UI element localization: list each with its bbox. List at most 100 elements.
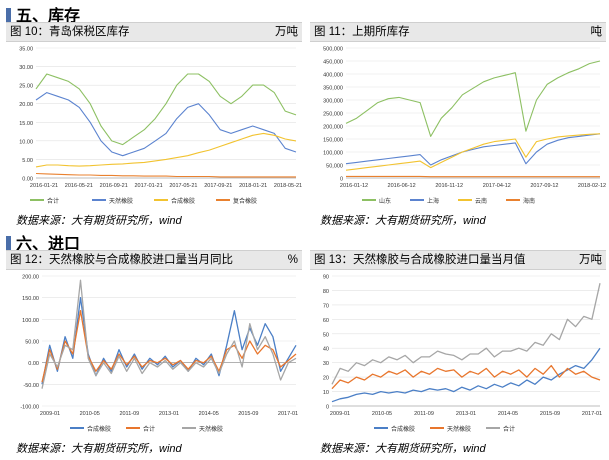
- legend-label: 海南: [523, 197, 535, 205]
- x-tick-label: 2017-05-21: [169, 183, 197, 189]
- y-tick-label: 200,000: [323, 125, 343, 131]
- y-tick-label: -50.00: [23, 383, 39, 389]
- series-line-上海: [345, 133, 601, 166]
- y-tick-label: 450,000: [323, 60, 343, 66]
- section-heading-import: 六、进口: [6, 230, 80, 254]
- series-line-山东: [345, 60, 601, 137]
- x-tick-label: 2017-01: [278, 411, 298, 417]
- y-tick-label: 200.00: [22, 275, 39, 281]
- chart-title: 图 12：天然橡胶与合成橡胶进口量当月同比: [10, 254, 233, 266]
- y-tick-label: 100.00: [22, 318, 39, 324]
- y-tick-label: 0.00: [22, 177, 33, 183]
- x-tick-label: 2016-05-21: [65, 183, 93, 189]
- x-tick-label: 2015-09: [540, 411, 560, 417]
- y-tick-label: 60: [323, 318, 329, 324]
- x-tick-label: 2011-09: [119, 411, 139, 417]
- source-note: 数据来源：大有期货研究所，wind: [16, 443, 182, 455]
- chart-panel-11: 图 11：上期所库存 吨 0 50,000 100,000 150,000 200,000…: [310, 22, 606, 227]
- x-tick-label: 2016-01-12: [340, 183, 368, 189]
- line-chart-shfe-inventory: 0 50,000 100,000 150,000 200,000 250,000 300,0…: [323, 47, 606, 206]
- y-tick-label: 150,000: [323, 138, 343, 144]
- series-line-复合橡胶: [35, 172, 296, 178]
- series-line-合成橡胶: [35, 132, 297, 168]
- line-chart-import-monthly: 0 10 20 30 40 50 60 70 80 90 2009-01 2010-05 2011-09…: [323, 275, 602, 434]
- y-tick-label: 90: [323, 275, 329, 281]
- chart-title: 图 10：青岛保税区库存: [10, 26, 130, 38]
- legend-label: 天然橡胶: [109, 197, 133, 205]
- chart-unit: 万吨: [579, 254, 602, 266]
- legend-label: 天然橡胶: [199, 425, 223, 433]
- series-line-天然橡胶: [331, 364, 601, 390]
- x-tick-label: 2017-04-12: [483, 183, 511, 189]
- chart-title: 图 11：上期所库存: [314, 26, 410, 38]
- y-tick-label: 150.00: [22, 296, 39, 302]
- y-tick-label: 25.00: [19, 84, 33, 90]
- x-tick-label: 2010-05: [372, 411, 392, 417]
- section-heading-inventory: 五、库存: [6, 2, 80, 26]
- legend-label: 合成橡胶: [391, 425, 415, 433]
- x-tick-label: 2010-05: [80, 411, 100, 417]
- series-line-天然橡胶: [41, 279, 297, 389]
- legend-label: 上海: [427, 197, 439, 205]
- y-tick-label: 5.00: [22, 158, 33, 164]
- x-tick-label: 2016-09-21: [100, 183, 128, 189]
- y-tick-label: 40: [323, 347, 329, 353]
- y-tick-label: 20.00: [19, 102, 33, 108]
- x-tick-label: 2016-06-12: [388, 183, 416, 189]
- y-tick-label: 0.00: [28, 361, 39, 367]
- series-line-合计: [41, 310, 297, 383]
- x-tick-label: 2017-01: [582, 411, 602, 417]
- legend-label: 云南: [475, 197, 487, 205]
- legend-label: 合计: [47, 197, 59, 205]
- legend-label: 合计: [143, 425, 155, 433]
- y-tick-label: 100,000: [323, 151, 343, 157]
- y-tick-label: 50,000: [326, 164, 343, 170]
- x-tick-label: 2009-01: [40, 411, 60, 417]
- y-tick-label: 50: [323, 332, 329, 338]
- series-line-合计: [331, 283, 601, 385]
- series-line-合计: [35, 73, 297, 146]
- y-tick-label: 250,000: [323, 112, 343, 118]
- legend-label: 合计: [503, 425, 515, 433]
- x-tick-label: 2017-09-21: [204, 183, 232, 189]
- source-note: 数据来源：大有期货研究所，wind: [320, 215, 486, 227]
- x-tick-label: 2016-11-12: [435, 183, 463, 189]
- x-tick-label: 2009-01: [330, 411, 350, 417]
- x-tick-label: 2011-09: [414, 411, 434, 417]
- y-tick-label: 10: [323, 390, 329, 396]
- x-tick-label: 2017-09-12: [530, 183, 558, 189]
- x-tick-label: 2017-01-21: [135, 183, 163, 189]
- series-line-天然橡胶: [35, 92, 297, 157]
- series-line-合成橡胶: [331, 347, 601, 403]
- x-tick-label: 2014-05: [199, 411, 219, 417]
- x-tick-label: 2018-01-21: [239, 183, 267, 189]
- x-tick-label: 2018-05-21: [274, 183, 302, 189]
- x-tick-label: 2015-09: [238, 411, 258, 417]
- y-tick-label: 50.00: [25, 340, 39, 346]
- chart-panel-13: 图 13：天然橡胶与合成橡胶进口量当月值 万吨 0 10 20 30 40 50 60 70 80…: [310, 250, 606, 458]
- line-chart-import-yoy: -100.00 -50.00 0.00 50.00 100.00 150.00 200.00…: [20, 275, 298, 434]
- legend-label: 合成橡胶: [87, 425, 111, 433]
- x-tick-label: 2014-05: [498, 411, 518, 417]
- legend-label: 复合橡胶: [233, 197, 257, 205]
- legend-label: 山东: [379, 197, 391, 205]
- y-tick-label: 15.00: [19, 121, 33, 127]
- chart-unit: 万吨: [275, 26, 298, 38]
- y-tick-label: 300,000: [323, 99, 343, 105]
- legend-label: 天然橡胶: [447, 425, 471, 433]
- y-tick-label: 80: [323, 289, 329, 295]
- series-line-云南: [345, 133, 601, 171]
- y-tick-label: 30.00: [19, 65, 33, 71]
- y-tick-label: -100.00: [20, 405, 39, 411]
- y-tick-label: 400,000: [323, 73, 343, 79]
- legend-label: 合成橡胶: [171, 197, 195, 205]
- y-tick-label: 0: [326, 405, 329, 411]
- y-tick-label: 20: [323, 376, 329, 382]
- chart-unit: 吨: [590, 26, 603, 38]
- line-chart-qingdao-inventory: 0.00 5.00 10.00 15.00 20.00 25.00 30.00 35.00 20…: [19, 47, 302, 206]
- x-tick-label: 2016-01-21: [30, 183, 58, 189]
- source-note: 数据来源：大有期货研究所，wind: [320, 443, 486, 455]
- x-tick-label: 2013-01: [159, 411, 179, 417]
- y-tick-label: 70: [323, 303, 329, 309]
